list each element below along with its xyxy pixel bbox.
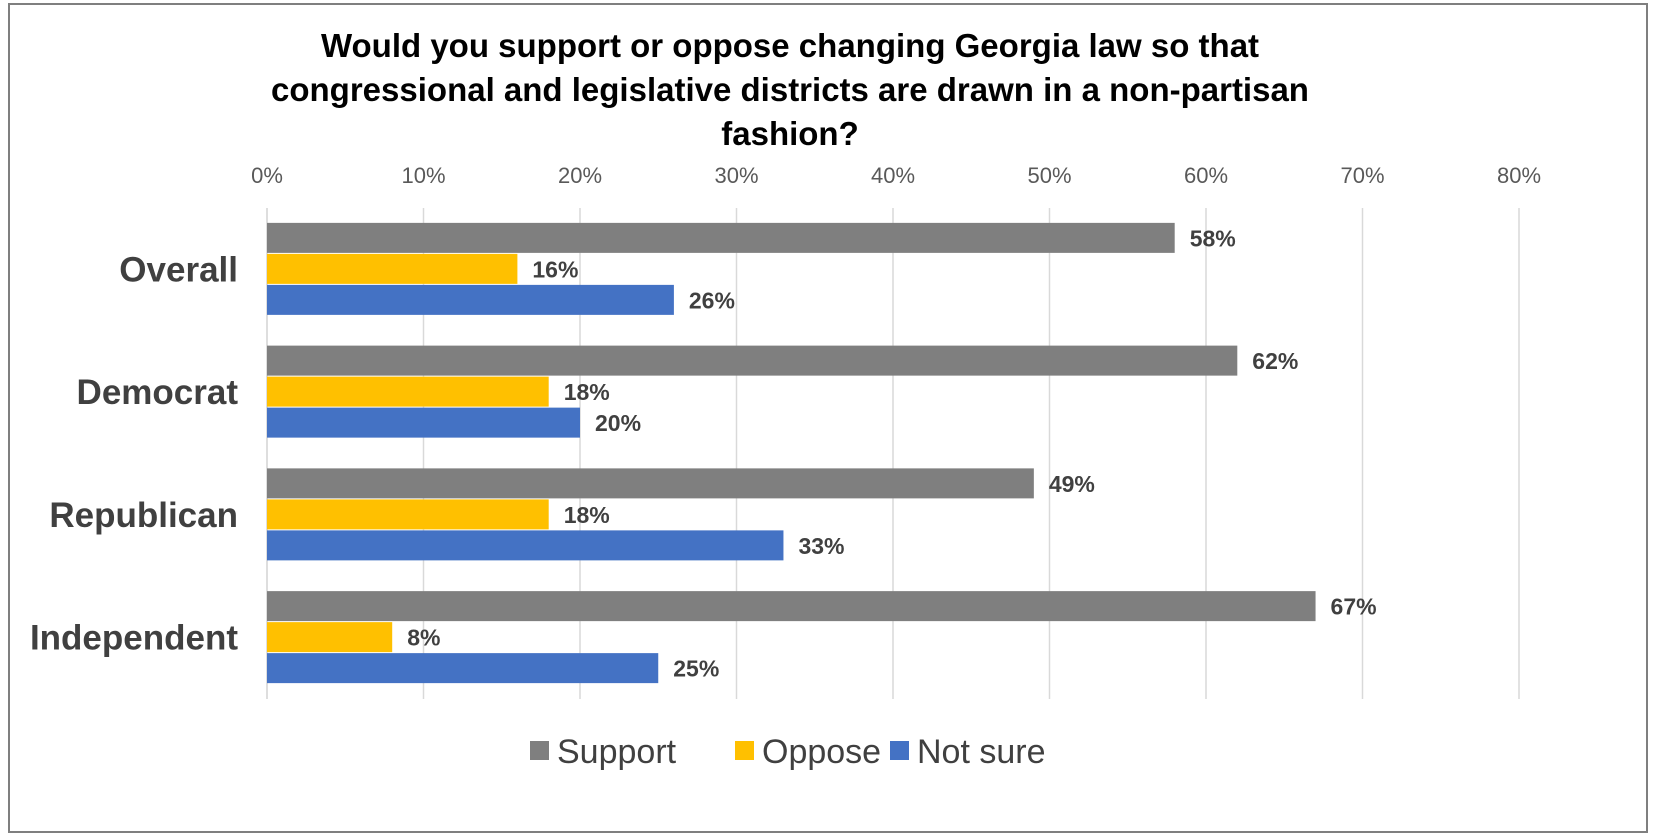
x-tick-label: 10% — [401, 163, 445, 188]
legend-swatch-oppose — [735, 741, 754, 760]
x-tick-label: 40% — [871, 163, 915, 188]
legend-label: Support — [557, 733, 677, 771]
bar-not-sure — [267, 530, 784, 561]
data-label: 26% — [689, 287, 735, 313]
category-label: Overall — [119, 250, 238, 289]
bar-support — [267, 345, 1238, 376]
bar-oppose — [267, 376, 549, 407]
x-tick-label: 60% — [1184, 163, 1228, 188]
legend: Support Oppose Not sure — [530, 733, 1046, 771]
bar-not-sure — [267, 284, 674, 315]
bar-oppose — [267, 499, 549, 530]
data-label: 58% — [1190, 225, 1236, 251]
data-label: 20% — [595, 410, 641, 436]
legend-swatch-support — [530, 741, 549, 760]
x-tick-label: 50% — [1027, 163, 1071, 188]
data-label: 16% — [532, 256, 578, 282]
data-label: 18% — [564, 502, 610, 528]
data-label: 8% — [407, 625, 440, 651]
x-tick-label: 80% — [1497, 163, 1541, 188]
bar-not-sure — [267, 653, 659, 684]
x-axis-tick-labels: 0% 10% 20% 30% 40% 50% 60% 70% 80% — [251, 163, 1541, 188]
legend-label: Oppose — [762, 733, 881, 771]
x-tick-label: 30% — [714, 163, 758, 188]
data-label: 67% — [1331, 594, 1377, 620]
x-tick-label: 70% — [1340, 163, 1384, 188]
category-label: Republican — [49, 496, 238, 535]
bar-support — [267, 222, 1175, 253]
data-label: 25% — [673, 656, 719, 682]
data-label: 18% — [564, 379, 610, 405]
chart-title-line: fashion? — [721, 115, 859, 152]
data-label: 49% — [1049, 471, 1095, 497]
category-label: Independent — [30, 619, 238, 658]
data-label: 33% — [798, 533, 844, 559]
x-tick-label: 20% — [558, 163, 602, 188]
chart-title: Would you support or oppose changing Geo… — [271, 27, 1309, 152]
chart-title-line: congressional and legislative districts … — [271, 71, 1309, 108]
chart-frame: Would you support or oppose changing Geo… — [8, 3, 1648, 833]
bar-oppose — [267, 253, 518, 284]
legend-label: Not sure — [917, 733, 1046, 771]
bar-not-sure — [267, 407, 580, 438]
category-labels: Overall Democrat Republican Independent — [30, 250, 238, 657]
chart-title-line: Would you support or oppose changing Geo… — [321, 27, 1259, 64]
bar-support — [267, 591, 1316, 622]
bar-chart: Would you support or oppose changing Geo… — [30, 27, 1541, 771]
x-tick-label: 0% — [251, 163, 283, 188]
bars: 58% 16% 26% 62% 18% 20% 49% 18% 33% 67% 8% 25% — [267, 222, 1377, 684]
legend-swatch-not-sure — [890, 741, 909, 760]
bar-oppose — [267, 622, 393, 653]
data-label: 62% — [1252, 348, 1298, 374]
category-label: Democrat — [77, 373, 239, 412]
bar-support — [267, 468, 1034, 499]
